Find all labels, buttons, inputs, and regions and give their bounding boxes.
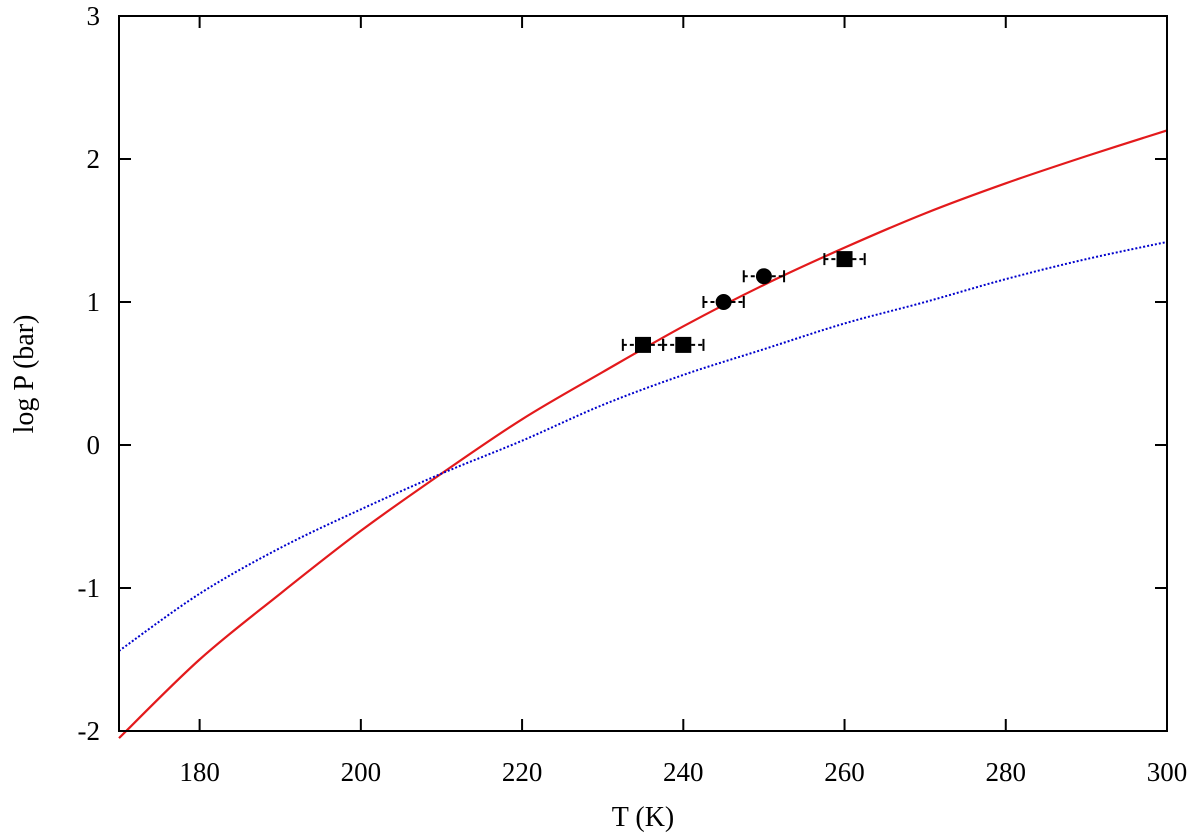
curves [118, 129, 1168, 739]
x-tick-label: 220 [502, 757, 543, 787]
x-tick-label: 240 [663, 757, 704, 787]
y-tick-label: -1 [78, 573, 101, 603]
data-point-square [635, 336, 651, 353]
y-tick-label: 2 [87, 144, 101, 174]
dotted-curve-1 [118, 240, 1168, 652]
data-point-circle [755, 268, 772, 285]
x-tick-label: 200 [341, 757, 382, 787]
data-point-circle [715, 294, 732, 310]
x-axis-title: T (K) [612, 802, 674, 833]
plot-frame [118, 15, 1168, 732]
x-tick-label: 280 [986, 757, 1027, 787]
y-axis-title: log P (bar) [9, 315, 40, 434]
axis-ticks: 180 200 220 240 260 280 300 -2 -1 0 1 2 3 [78, 1, 1188, 787]
data-point-square [675, 336, 692, 353]
data-point-square [836, 251, 853, 268]
x-tick-label: 300 [1147, 757, 1188, 787]
data-points [621, 251, 866, 353]
y-tick-label: -2 [78, 716, 101, 746]
x-tick-label: 260 [824, 757, 865, 787]
solid-curve-0 [118, 129, 1168, 739]
y-tick-label: 0 [87, 430, 101, 460]
x-tick-label: 180 [179, 757, 220, 787]
y-tick-label: 3 [87, 1, 101, 31]
y-tick-label: 1 [87, 287, 101, 317]
